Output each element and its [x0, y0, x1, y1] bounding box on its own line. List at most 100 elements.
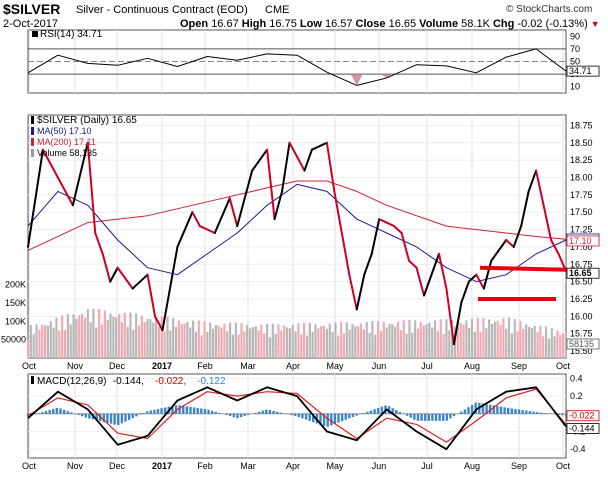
header-watermark[interactable]: © StockCharts.com	[506, 4, 593, 15]
price-legend-entry: MA(200) 17.11	[37, 137, 96, 147]
volume-bar	[186, 321, 189, 358]
volume-bar	[251, 327, 254, 358]
macd-histogram-bar	[496, 406, 499, 414]
macd-histogram-bar	[449, 413, 452, 419]
volume-bar	[507, 317, 511, 358]
macd-last-value-label: -0.022	[569, 411, 595, 421]
macd-histogram-bar	[416, 413, 420, 421]
close-value: 16.65	[388, 18, 417, 30]
macd-histogram-bar	[239, 413, 243, 418]
volume-bar	[482, 318, 485, 358]
macd-histogram-bar	[304, 413, 308, 420]
macd-histogram-bar	[149, 410, 152, 414]
volume-bar	[237, 334, 240, 358]
macd-legend-entry: MACD(12,26,9)	[37, 376, 106, 387]
volume-bar	[499, 324, 502, 358]
volume-bar	[234, 322, 237, 358]
macd-legend-entry: -0.122	[197, 376, 226, 387]
volume-bar	[564, 333, 568, 358]
macd-month-label: Sep	[511, 461, 527, 471]
volume-bar	[86, 309, 89, 358]
volume-bar	[559, 334, 562, 358]
price-line-segment	[154, 315, 164, 332]
macd-month-label: Apr	[286, 461, 300, 471]
volume-bar	[365, 321, 368, 358]
volume-bar	[320, 326, 323, 358]
price-line-segment	[273, 190, 284, 221]
price-line-segment	[415, 266, 426, 297]
price-line-segment	[505, 238, 515, 248]
macd-histogram-bar	[535, 412, 539, 414]
volume-value: 58.1K	[461, 18, 490, 30]
price-last-value-label: 58135	[569, 339, 594, 349]
open-label: Open	[180, 18, 209, 30]
macd-histogram-bar	[88, 413, 91, 419]
price-month-label: Dec	[109, 361, 126, 371]
macd-histogram-bar	[153, 409, 156, 414]
volume-bar	[530, 328, 533, 358]
macd-histogram-bar	[185, 406, 189, 414]
macd-histogram-bar	[192, 407, 196, 414]
macd-histogram-bar	[293, 413, 297, 417]
macd-legend-entry: -0.144,	[113, 376, 144, 387]
macd-histogram-bar	[236, 413, 239, 419]
price-line-segment	[101, 252, 112, 283]
volume-bar	[388, 323, 391, 358]
volume-bar	[539, 325, 542, 358]
macd-last-value-label: -0.144	[569, 424, 595, 434]
price-line-segment	[325, 141, 336, 193]
volume-bar	[38, 329, 41, 358]
macd-histogram-bar	[405, 413, 409, 416]
price-tick-label: 16.00	[570, 311, 593, 321]
volume-bar	[431, 327, 434, 358]
volume-bar	[106, 320, 109, 358]
price-line-segment	[467, 273, 478, 283]
volume-bar	[300, 334, 303, 358]
volume-bar	[342, 333, 346, 358]
volume-bar	[226, 331, 229, 358]
price-tick-label: 16.75	[570, 259, 593, 269]
macd-legend-swatch	[31, 376, 34, 384]
price-month-label: Oct	[22, 361, 37, 371]
volume-bar	[137, 325, 141, 358]
macd-month-label: Jun	[372, 461, 387, 471]
volume-bar	[317, 328, 320, 358]
volume-bar	[385, 327, 388, 358]
price-last-value-label: 16.65	[569, 268, 592, 278]
volume-bar	[294, 331, 297, 358]
volume-bar	[305, 335, 309, 358]
macd-month-label: Feb	[197, 461, 213, 471]
low-value: 16.57	[324, 18, 353, 30]
volume-bar	[78, 315, 81, 358]
volume-bar	[374, 334, 377, 358]
price-line-segment	[131, 273, 149, 290]
macd-histogram-bar	[312, 413, 315, 423]
volume-bar	[325, 328, 328, 358]
macd-histogram-bar	[106, 413, 109, 423]
volume-bar	[206, 331, 209, 358]
volume-bar	[166, 316, 169, 358]
macd-histogram-bar	[517, 409, 521, 414]
volume-bar	[411, 332, 414, 358]
macd-histogram-bar	[257, 411, 261, 414]
open-value: 16.67	[211, 18, 239, 30]
volume-bar	[211, 328, 215, 358]
price-line-segment	[527, 169, 538, 193]
volume-bar	[80, 313, 84, 358]
price-legend-entry: MA(50) 17.10	[37, 126, 92, 136]
volume-bar	[100, 324, 104, 358]
price-line-segment	[393, 225, 403, 235]
volume-bar	[297, 323, 300, 358]
volume-bar	[183, 323, 186, 358]
macd-histogram-bar	[189, 406, 192, 414]
volume-bar	[192, 320, 195, 358]
macd-histogram-bar	[521, 410, 524, 414]
volume-bar	[271, 323, 274, 358]
price-line-segment	[310, 141, 328, 151]
volume-bar	[231, 334, 235, 358]
macd-histogram-bar	[553, 413, 557, 415]
price-line-segment	[288, 141, 306, 172]
volume-bar	[277, 324, 280, 358]
macd-histogram-bar	[37, 413, 41, 414]
price-line-segment	[56, 176, 74, 207]
